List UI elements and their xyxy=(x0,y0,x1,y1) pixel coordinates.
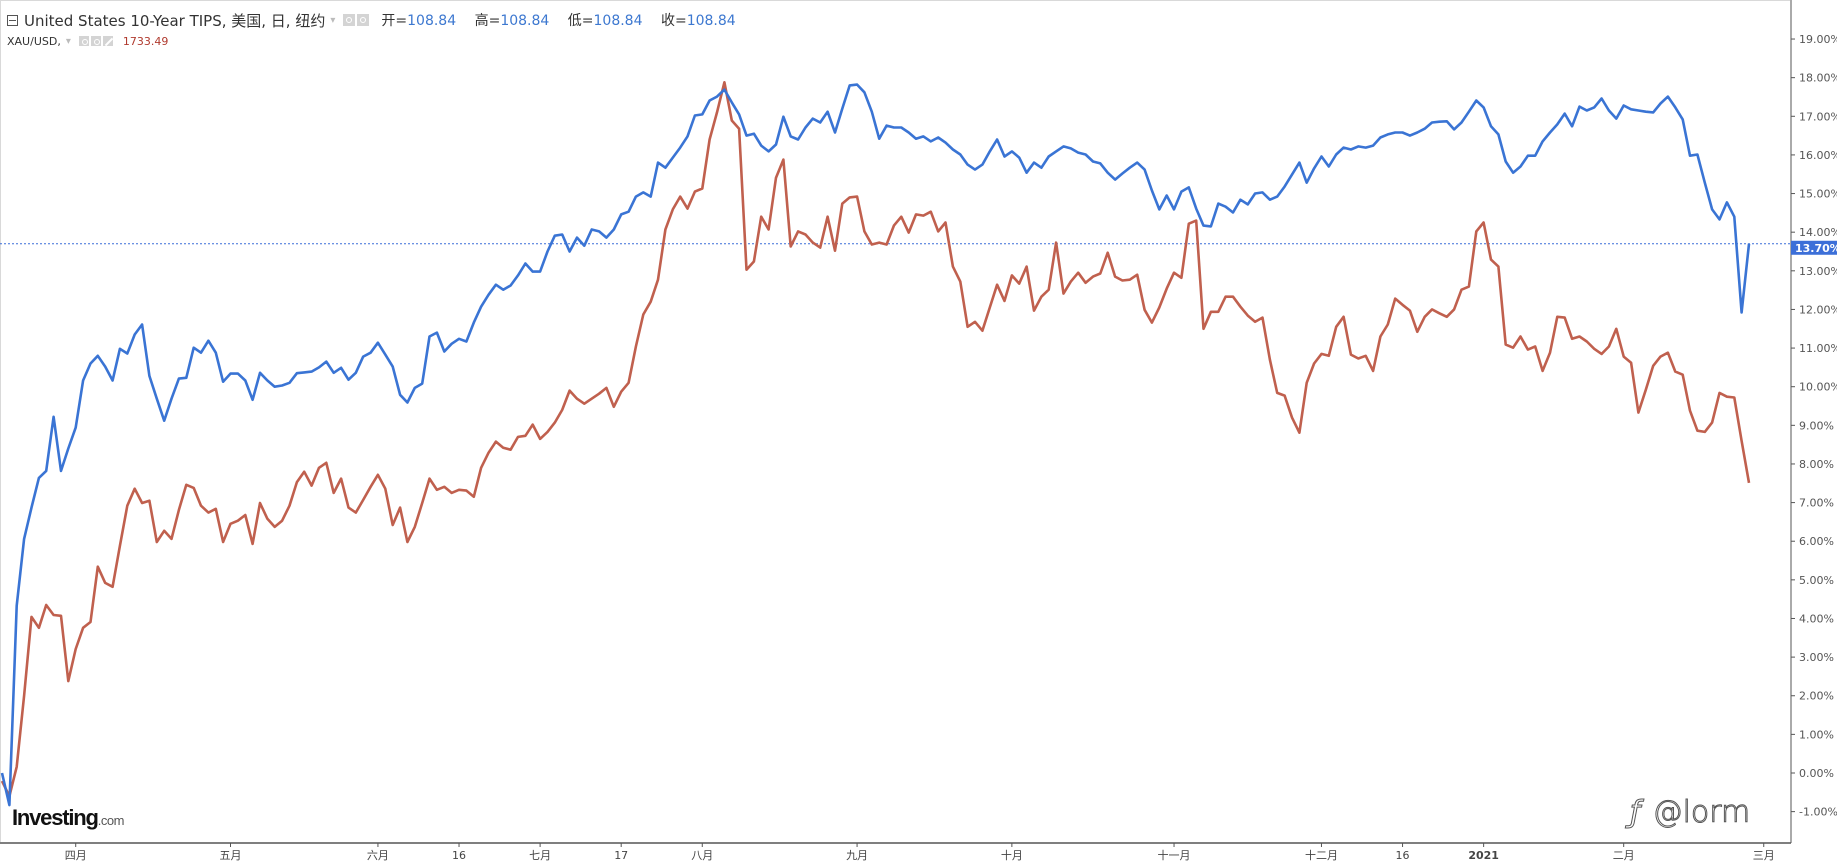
x-tick-label: 九月 xyxy=(846,849,868,862)
visibility-icon[interactable] xyxy=(78,36,89,46)
open-value: 108.84 xyxy=(407,13,457,29)
y-tick-label: 0.00% xyxy=(1799,767,1834,780)
y-tick-label: 11.00% xyxy=(1799,342,1837,355)
x-tick-label: 17 xyxy=(614,849,628,862)
high-value: 108.84 xyxy=(500,13,550,29)
x-axis[interactable]: 四月 五月 六月 16 七月 17 八月 九月 十月 十一月 十二月 16 2021 二月 三月 xyxy=(0,842,1791,862)
y-tick-label: 4.00% xyxy=(1799,612,1834,625)
x-tick-label: 十一月 xyxy=(1158,848,1191,862)
y-tick-label: 3.00% xyxy=(1799,651,1834,664)
y-tick-label: 13.00% xyxy=(1799,265,1837,278)
y-tick-label: 8.00% xyxy=(1799,458,1834,471)
y-tick-label: 6.00% xyxy=(1799,535,1834,548)
logo-domain: .com xyxy=(97,813,125,828)
y-tick-label: 18.00% xyxy=(1799,72,1837,85)
x-tick-label: 二月 xyxy=(1613,849,1635,862)
y-tick-label: -1.00% xyxy=(1799,806,1837,819)
watermark-text: @lorm xyxy=(1652,795,1751,831)
compare-price: 1733.49 xyxy=(122,34,169,48)
open-label: 开= xyxy=(381,13,408,29)
y-tick-label: 17.00% xyxy=(1799,110,1837,123)
y-tick-label: 12.00% xyxy=(1799,303,1837,316)
low-value: 108.84 xyxy=(593,13,643,29)
x-tick-label: 16 xyxy=(452,849,466,862)
settings-icon[interactable] xyxy=(357,14,370,26)
series-line-xau-usd xyxy=(0,81,1751,798)
y-tick-label: 7.00% xyxy=(1799,497,1834,510)
weibo-icon: ƒ xyxy=(1630,795,1642,831)
y-tick-label: 2.00% xyxy=(1799,690,1834,703)
settings-icon[interactable] xyxy=(90,36,101,46)
chart-legend: United States 10-Year TIPS, 美国, 日, 纽约 ▾ … xyxy=(7,9,750,50)
x-tick-label: 五月 xyxy=(220,849,242,862)
chevron-down-icon[interactable]: ▾ xyxy=(330,14,336,26)
y-tick-label: 19.00% xyxy=(1799,33,1837,46)
y-tick-label: 1.00% xyxy=(1799,728,1834,741)
y-tick-label: 5.00% xyxy=(1799,574,1834,587)
x-tick-label: 十二月 xyxy=(1305,848,1338,862)
x-tick-label: 16 xyxy=(1396,849,1410,862)
close-label: 收= xyxy=(660,13,687,29)
y-tick-label: 15.00% xyxy=(1799,188,1837,201)
current-value-badge xyxy=(1791,240,1837,255)
x-tick-label: 六月 xyxy=(367,849,389,862)
collapse-icon[interactable] xyxy=(7,14,18,26)
x-tick-label: 三月 xyxy=(1753,849,1775,862)
remove-icon[interactable] xyxy=(102,36,113,46)
visibility-icon[interactable] xyxy=(343,14,356,26)
high-label: 高= xyxy=(474,13,501,29)
compare-series-legend: XAU/USD, ▾ 1733.49 xyxy=(7,32,750,50)
y-tick-label: 16.00% xyxy=(1799,149,1837,162)
main-series-legend: United States 10-Year TIPS, 美国, 日, 纽约 ▾ … xyxy=(7,9,750,31)
low-label: 低= xyxy=(567,13,594,29)
logo-brand: Investing xyxy=(12,805,99,830)
main-series-title[interactable]: United States 10-Year TIPS, 美国, 日, 纽约 xyxy=(24,11,326,30)
chart-frame xyxy=(0,0,1790,842)
compare-symbol[interactable]: XAU/USD, xyxy=(7,34,61,48)
close-value: 108.84 xyxy=(686,13,736,29)
y-axis[interactable]: -1.00% 0.00% 1.00% 2.00% 3.00% 4.00% 5.00% 6.00… xyxy=(1790,0,1837,843)
current-value-label: 13.70% xyxy=(1795,242,1837,255)
x-tick-label: 八月 xyxy=(691,849,713,862)
x-tick-label: 2021 xyxy=(1468,849,1499,862)
ohlc-values: 开=108.84 高=108.84 低=108.84 收=108.84 xyxy=(381,10,749,30)
series-layer xyxy=(0,81,1751,807)
x-tick-label: 四月 xyxy=(65,849,87,862)
chevron-down-icon[interactable]: ▾ xyxy=(65,35,71,47)
watermark: ƒ @lorm xyxy=(1630,795,1751,831)
investing-logo[interactable]: Investing.com xyxy=(12,805,124,831)
x-tick-label: 十月 xyxy=(1001,848,1023,862)
x-tick-label: 七月 xyxy=(529,849,551,862)
y-tick-label: 10.00% xyxy=(1799,381,1837,394)
series-line-tips xyxy=(0,83,1751,807)
y-tick-label: 9.00% xyxy=(1799,419,1834,432)
y-tick-label: 14.00% xyxy=(1799,226,1837,239)
